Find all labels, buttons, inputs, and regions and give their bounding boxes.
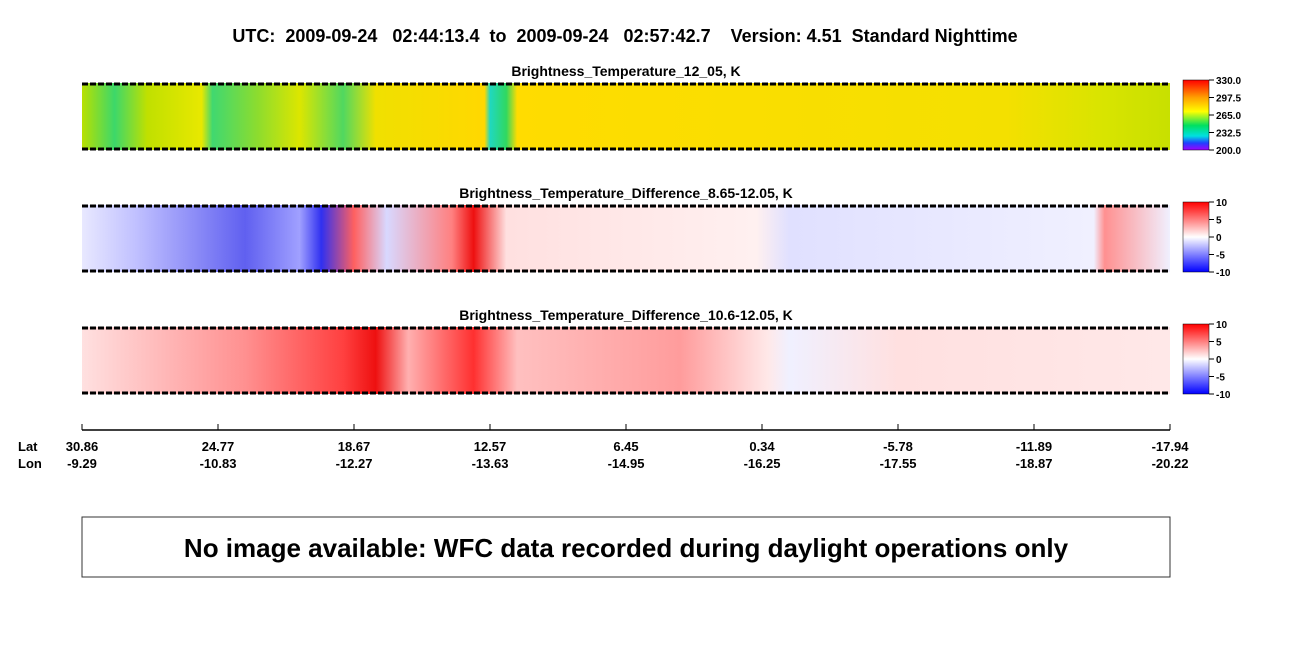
message: No image available: WFC data recorded du… <box>184 533 1069 563</box>
heatmap <box>82 327 1170 394</box>
lon-tick-label: -13.63 <box>472 456 509 471</box>
lon-tick-label: -20.22 <box>1152 456 1189 471</box>
lon-tick-label: -10.83 <box>200 456 237 471</box>
colorbar-tick-label: 200.0 <box>1216 146 1241 157</box>
colorbar-tick-label: 297.5 <box>1216 94 1241 105</box>
lat-tick-label: -5.78 <box>883 439 913 454</box>
panel-title: Brightness_Temperature_Difference_10.6-1… <box>459 307 793 323</box>
lat-tick-label: 6.45 <box>613 439 638 454</box>
colorbar-tick-label: -10 <box>1216 268 1231 279</box>
heatmap <box>82 83 1170 150</box>
lat-tick-label: -17.94 <box>1152 439 1190 454</box>
colorbar <box>1182 79 1210 151</box>
lat-tick-label: -11.89 <box>1016 439 1052 454</box>
colorbar-tick-label: 330.0 <box>1216 76 1241 87</box>
lon-tick-label: -12.27 <box>336 456 373 471</box>
lon-tick-label: -9.29 <box>67 456 97 471</box>
colorbar-tick-label: 0 <box>1216 233 1222 244</box>
lon-tick-label: -16.25 <box>744 456 781 471</box>
colorbar-tick-label: 5 <box>1216 338 1222 349</box>
colorbar-tick-label: 265.0 <box>1216 111 1241 122</box>
colorbar <box>1182 201 1210 273</box>
colorbar-tick-label: -10 <box>1216 390 1231 401</box>
colorbar-tick-label: -5 <box>1216 373 1225 384</box>
colorbar-tick-label: 5 <box>1216 216 1222 227</box>
lon-label: Lon <box>18 456 42 471</box>
lat-label: Lat <box>18 439 38 454</box>
lat-tick-label: 12.57 <box>474 439 507 454</box>
panel-title: Brightness_Temperature_Difference_8.65-1… <box>459 185 793 201</box>
lat-tick-label: 30.86 <box>66 439 99 454</box>
colorbar-tick-label: -5 <box>1216 251 1225 262</box>
heatmap <box>82 205 1170 272</box>
colorbar-tick-label: 10 <box>1216 320 1228 331</box>
lon-tick-label: -18.87 <box>1016 456 1053 471</box>
colorbar-tick-label: 10 <box>1216 198 1228 209</box>
lon-tick-label: -14.95 <box>608 456 645 471</box>
page-title: UTC: 2009-09-24 02:44:13.4 to 2009-09-24… <box>232 26 1017 46</box>
message-box <box>81 516 1171 578</box>
lat-tick-label: 18.67 <box>338 439 371 454</box>
lon-tick-label: -17.55 <box>880 456 917 471</box>
colorbar <box>1182 323 1210 395</box>
colorbar-tick-label: 232.5 <box>1216 129 1241 140</box>
lat-tick-label: 0.34 <box>749 439 775 454</box>
panel-title: Brightness_Temperature_12_05, K <box>511 63 740 79</box>
lat-tick-label: 24.77 <box>202 439 235 454</box>
colorbar-tick-label: 0 <box>1216 355 1222 366</box>
